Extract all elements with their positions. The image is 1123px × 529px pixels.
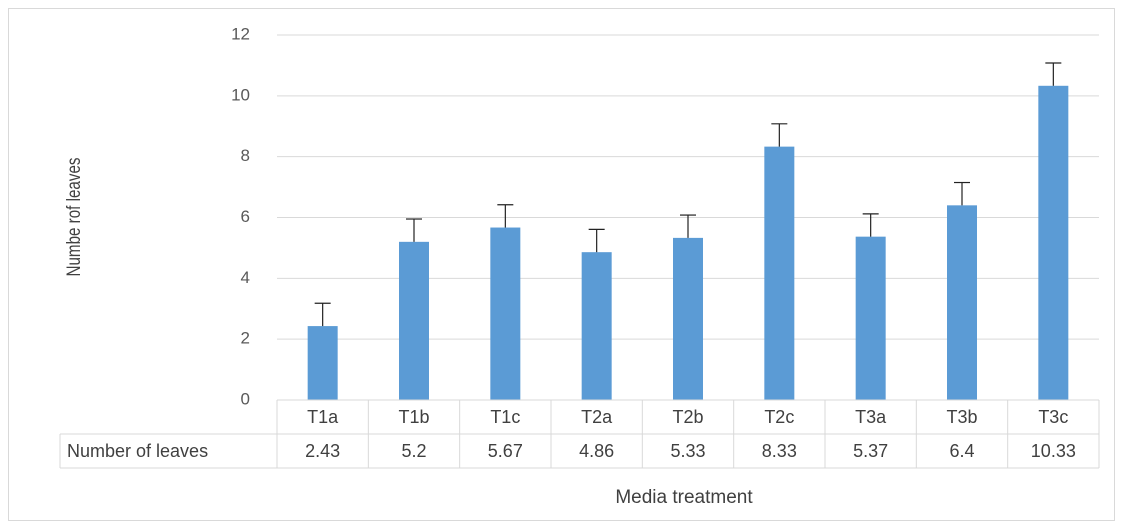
table-value-T1b: 5.2 — [401, 441, 426, 461]
table-row-header: Number of leaves — [67, 441, 208, 461]
bar-T3a — [855, 236, 886, 400]
y-tick-label: 0 — [241, 389, 250, 408]
y-tick-label: 12 — [231, 24, 250, 43]
chart-area — [8, 8, 1115, 521]
x-axis-title: Media treatment — [615, 487, 753, 508]
bar-T1c — [490, 227, 521, 400]
y-tick-label: 6 — [241, 207, 250, 226]
y-axis-ticks: 0 2 4 6 8 10 12 — [231, 24, 250, 408]
x-tick-label: T3c — [1038, 407, 1068, 427]
bar-T2a — [581, 252, 612, 400]
bar-T2b — [673, 237, 703, 400]
x-tick-label: T1b — [398, 407, 429, 427]
data-table: T1a T1b T1c T2a T2b T2c T3a T3b T3c Number of lea… — [59, 399, 1100, 469]
table-value-T1c: 5.67 — [488, 441, 523, 461]
bar-T3b — [947, 205, 977, 400]
y-tick-label: 10 — [231, 85, 250, 104]
error-bars — [314, 62, 1062, 327]
table-value-T1a: 2.43 — [305, 441, 340, 461]
bar-T2c — [764, 146, 795, 400]
table-value-T3c: 10.33 — [1031, 441, 1076, 461]
table-value-T2a: 4.86 — [579, 441, 614, 461]
x-tick-label: T1a — [307, 407, 339, 427]
x-tick-label: T3b — [946, 407, 977, 427]
x-tick-label: T2c — [764, 407, 794, 427]
table-value-T3a: 5.37 — [853, 441, 888, 461]
table-value-T3b: 6.4 — [949, 441, 974, 461]
x-tick-label: T2a — [581, 407, 613, 427]
y-tick-label: 2 — [241, 329, 250, 348]
x-tick-label: T3a — [855, 407, 887, 427]
y-tick-label: 4 — [241, 268, 250, 287]
table-value-T2c: 8.33 — [762, 441, 797, 461]
x-tick-label: T1c — [490, 407, 520, 427]
bar-T1a — [307, 326, 338, 400]
table-value-T2b: 5.33 — [670, 441, 705, 461]
x-tick-label: T2b — [672, 407, 703, 427]
bars — [307, 85, 1069, 400]
bar-T3c — [1038, 85, 1069, 400]
y-axis-title: Numbe rof leaves — [62, 157, 84, 276]
y-tick-label: 8 — [241, 146, 250, 165]
bar-T1b — [399, 241, 429, 400]
